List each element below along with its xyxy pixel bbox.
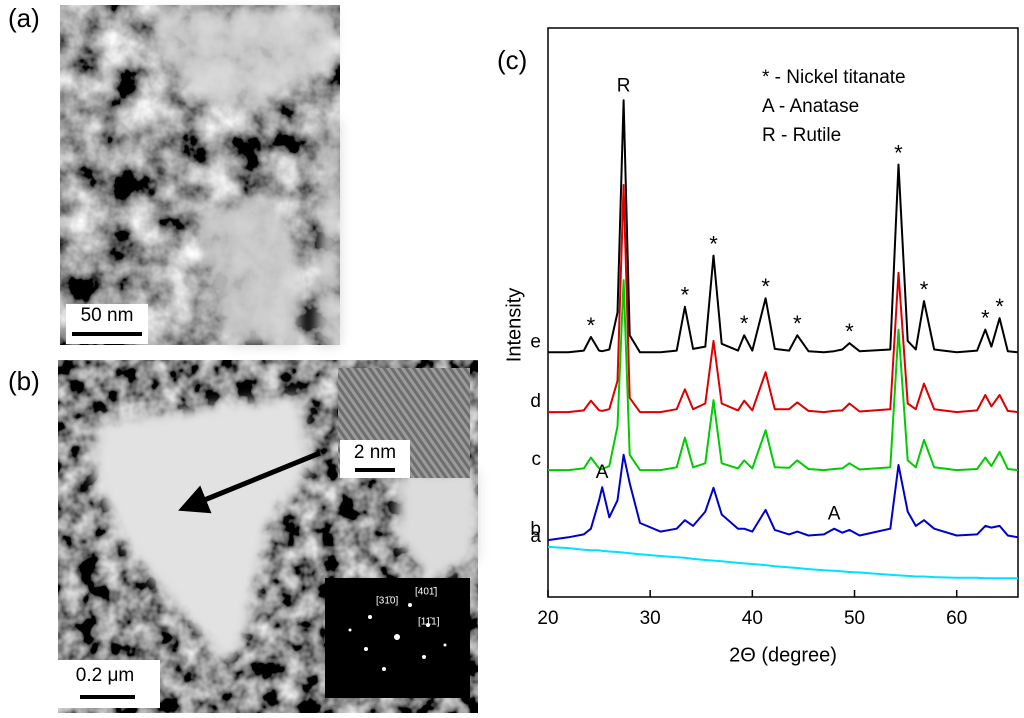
spectrum-line (548, 279, 1019, 472)
legend-note: * - Nickel titanate (762, 67, 906, 88)
y-axis-title: Intensity (503, 288, 525, 362)
peak-label: A (828, 504, 841, 525)
vacuum (395, 470, 478, 580)
spectrum-line (547, 545, 1018, 580)
peak-label: * (981, 305, 990, 330)
scale-label: 50 nm (81, 305, 134, 326)
spot (394, 634, 400, 640)
x-tick-label: 30 (640, 608, 661, 629)
series-label: e (530, 331, 541, 352)
peak-label: * (681, 283, 690, 308)
peak-label: * (761, 274, 770, 299)
series-label: c (532, 449, 542, 470)
series-label: a (530, 526, 541, 547)
x-tick-label: 50 (844, 608, 865, 629)
x-tick-label: 20 (537, 608, 558, 629)
diffraction-spots (348, 603, 447, 671)
panel-label: (b) (8, 366, 40, 396)
vacuum-regions-a (150, 10, 340, 345)
scale-box (66, 304, 148, 344)
legend-note: A - Anatase (762, 96, 859, 117)
spectrum-line (547, 453, 1019, 542)
spot-label: [31̄0] (376, 596, 398, 607)
panel-label: (c) (497, 45, 527, 75)
arrow (178, 450, 321, 514)
vacuum (90, 395, 312, 668)
peak-label: R (617, 75, 631, 96)
panel-label: (a) (8, 3, 40, 33)
series-label: b (530, 519, 541, 540)
peak-label: * (845, 319, 854, 344)
spot (364, 647, 368, 651)
peak-label: * (894, 140, 903, 165)
spot-label: [401̄] (415, 587, 437, 598)
peak-label: * (709, 231, 718, 256)
legend-note: R - Rutile (762, 125, 841, 146)
peak-label: * (793, 311, 802, 336)
spot (422, 655, 426, 659)
scale-label: 0.2 μm (76, 665, 134, 686)
vacuum (315, 120, 340, 345)
x-tick-label: 40 (742, 608, 763, 629)
spot (426, 623, 430, 627)
series-label: d (530, 391, 541, 412)
peak-label: * (920, 277, 929, 302)
vacuum-regions-b (90, 395, 478, 668)
x-tick-label: 60 (946, 608, 967, 629)
spot (382, 667, 386, 671)
peak-label: * (995, 294, 1004, 319)
spot (408, 603, 412, 607)
scale-box (58, 660, 160, 708)
peak-label: A (596, 462, 609, 483)
spot-label: [11̄1] (418, 617, 440, 628)
spot (368, 615, 372, 619)
spectrum-line (548, 184, 1019, 414)
scale-label: 2 nm (354, 442, 396, 463)
spot (348, 628, 352, 632)
spectrum-line (548, 99, 1019, 354)
vacuum (200, 190, 300, 345)
x-axis-title: 2Θ (degree) (729, 644, 837, 666)
spot (443, 643, 447, 647)
plot-frame (547, 27, 1019, 598)
peak-label: * (740, 311, 749, 336)
vacuum (150, 10, 335, 110)
peak-label: * (587, 313, 596, 338)
